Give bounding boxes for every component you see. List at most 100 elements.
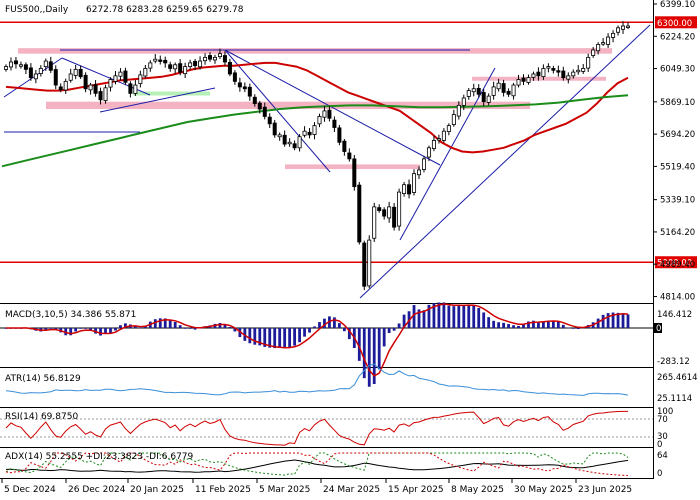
price-axis: 6399.10 6224.20 6049.30 5869.10 5694.20 5519.… [653,0,695,303]
macd-bar [532,320,535,328]
candle-body [302,130,307,136]
macd-tick-top: 146.412 [657,310,692,320]
macd-bar [417,309,421,328]
time-tick-label: 15 Apr 2025 [388,485,444,495]
macd-bar [546,320,550,328]
macd-panel: MACD(3,10,5) 34.386 55.871 146.412 0.00 … [0,302,692,387]
adx-label: ADX(14) 55.2555 +DI:23.3823 -DI:6.6779 [5,452,194,462]
candle-body [232,72,237,82]
macd-bar [163,318,167,328]
adx-panel: ADX(14) 55.2555 +DI:23.3823 -DI:6.6779 6… [5,451,668,479]
candle-body [586,56,591,69]
candle-body [257,102,262,110]
rsi-panel: RSI(14) 69.8750 100 70 30 0 [0,407,673,450]
time-tick-label: 5 Dec 2024 [4,485,56,495]
macd-bar [542,321,545,328]
price-tick-label: 4989.40 [660,260,695,270]
macd-bar [318,322,321,328]
candle-body [466,90,471,97]
candle-body [217,53,222,58]
candle-body [516,79,521,86]
macd-bar [556,321,560,328]
macd-bar [626,314,630,328]
macd-bar [158,318,162,328]
macd-bar [54,328,58,330]
macd-bar [377,328,381,370]
price-zone [133,91,210,96]
adx-tick-bottom: 0 [657,469,662,479]
macd-bar [621,313,625,328]
macd-bar [422,310,426,328]
time-tick-label: 5 Mar 2025 [259,485,310,495]
trendline-8 [359,24,651,299]
candle-body [13,60,18,65]
candle-body [581,68,586,72]
candle-body [48,61,53,71]
candle-body [541,68,546,77]
macd-tick-zero: 0.00 [656,324,675,334]
macd-bar [153,319,157,328]
macd-bar [168,320,172,328]
macd-bar [427,304,431,328]
macd-bar [502,322,505,328]
candlesticks [4,21,631,291]
macd-bar [74,328,78,332]
macd-bar [576,328,580,330]
price-tick-label: 6399.10 [660,0,695,10]
candle-body [118,71,123,77]
candle-body [28,67,33,79]
macd-bar [79,328,83,329]
candle-body [347,152,352,160]
time-tick-label: 26 Dec 2024 [68,485,126,495]
candle-body [402,184,407,194]
macd-bar [258,328,262,346]
macd-bar [442,302,446,328]
candle-body [496,82,501,90]
candle-body [412,173,417,193]
candle-body [426,147,431,158]
macd-bar [288,328,292,348]
time-tick-label: 11 Feb 2025 [195,485,251,495]
macd-bar [447,305,451,328]
candle-body [227,61,232,75]
macd-tick-bottom: -283.12 [657,357,690,367]
level-label: 6300.00 [657,19,692,29]
candle-body [591,49,596,56]
candle-body [536,71,541,77]
macd-bar [492,320,496,328]
candle-body [252,96,257,104]
macd-bar [263,328,267,347]
time-axis: 5 Dec 2024 26 Dec 2024 20 Jan 2025 11 Feb 2… [1,479,632,495]
macd-bar [64,328,68,336]
price-tick-label: 6224.20 [660,32,695,42]
time-tick-label: 23 Jun 2025 [578,485,632,495]
candle-body [327,109,332,119]
atr-label: ATR(14) 56.8129 [5,374,81,384]
candle-body [352,158,357,187]
price-zone [18,48,612,54]
candle-body [158,59,163,62]
candle-body [212,56,217,61]
candle-body [88,84,93,91]
candle-body [377,207,382,211]
macd-bar [138,327,142,329]
candle-body [123,70,128,83]
candle-body [43,60,48,67]
price-zone [46,101,530,110]
candle-body [621,25,626,30]
candle-body [446,125,451,132]
candle-body [203,56,208,62]
candle-body [198,60,203,68]
level-label: 5000.00 [657,259,692,269]
candle-body [222,55,227,63]
candle-body [272,122,277,136]
macd-bar [133,325,137,328]
time-tick-label: 8 May 2025 [451,485,504,495]
macd-bar [44,328,48,331]
candle-body [312,125,317,135]
macd-bar [124,323,127,328]
macd-bar [273,328,277,349]
candle-body [606,36,611,45]
candle-body [407,184,412,195]
macd-bar [472,305,476,328]
